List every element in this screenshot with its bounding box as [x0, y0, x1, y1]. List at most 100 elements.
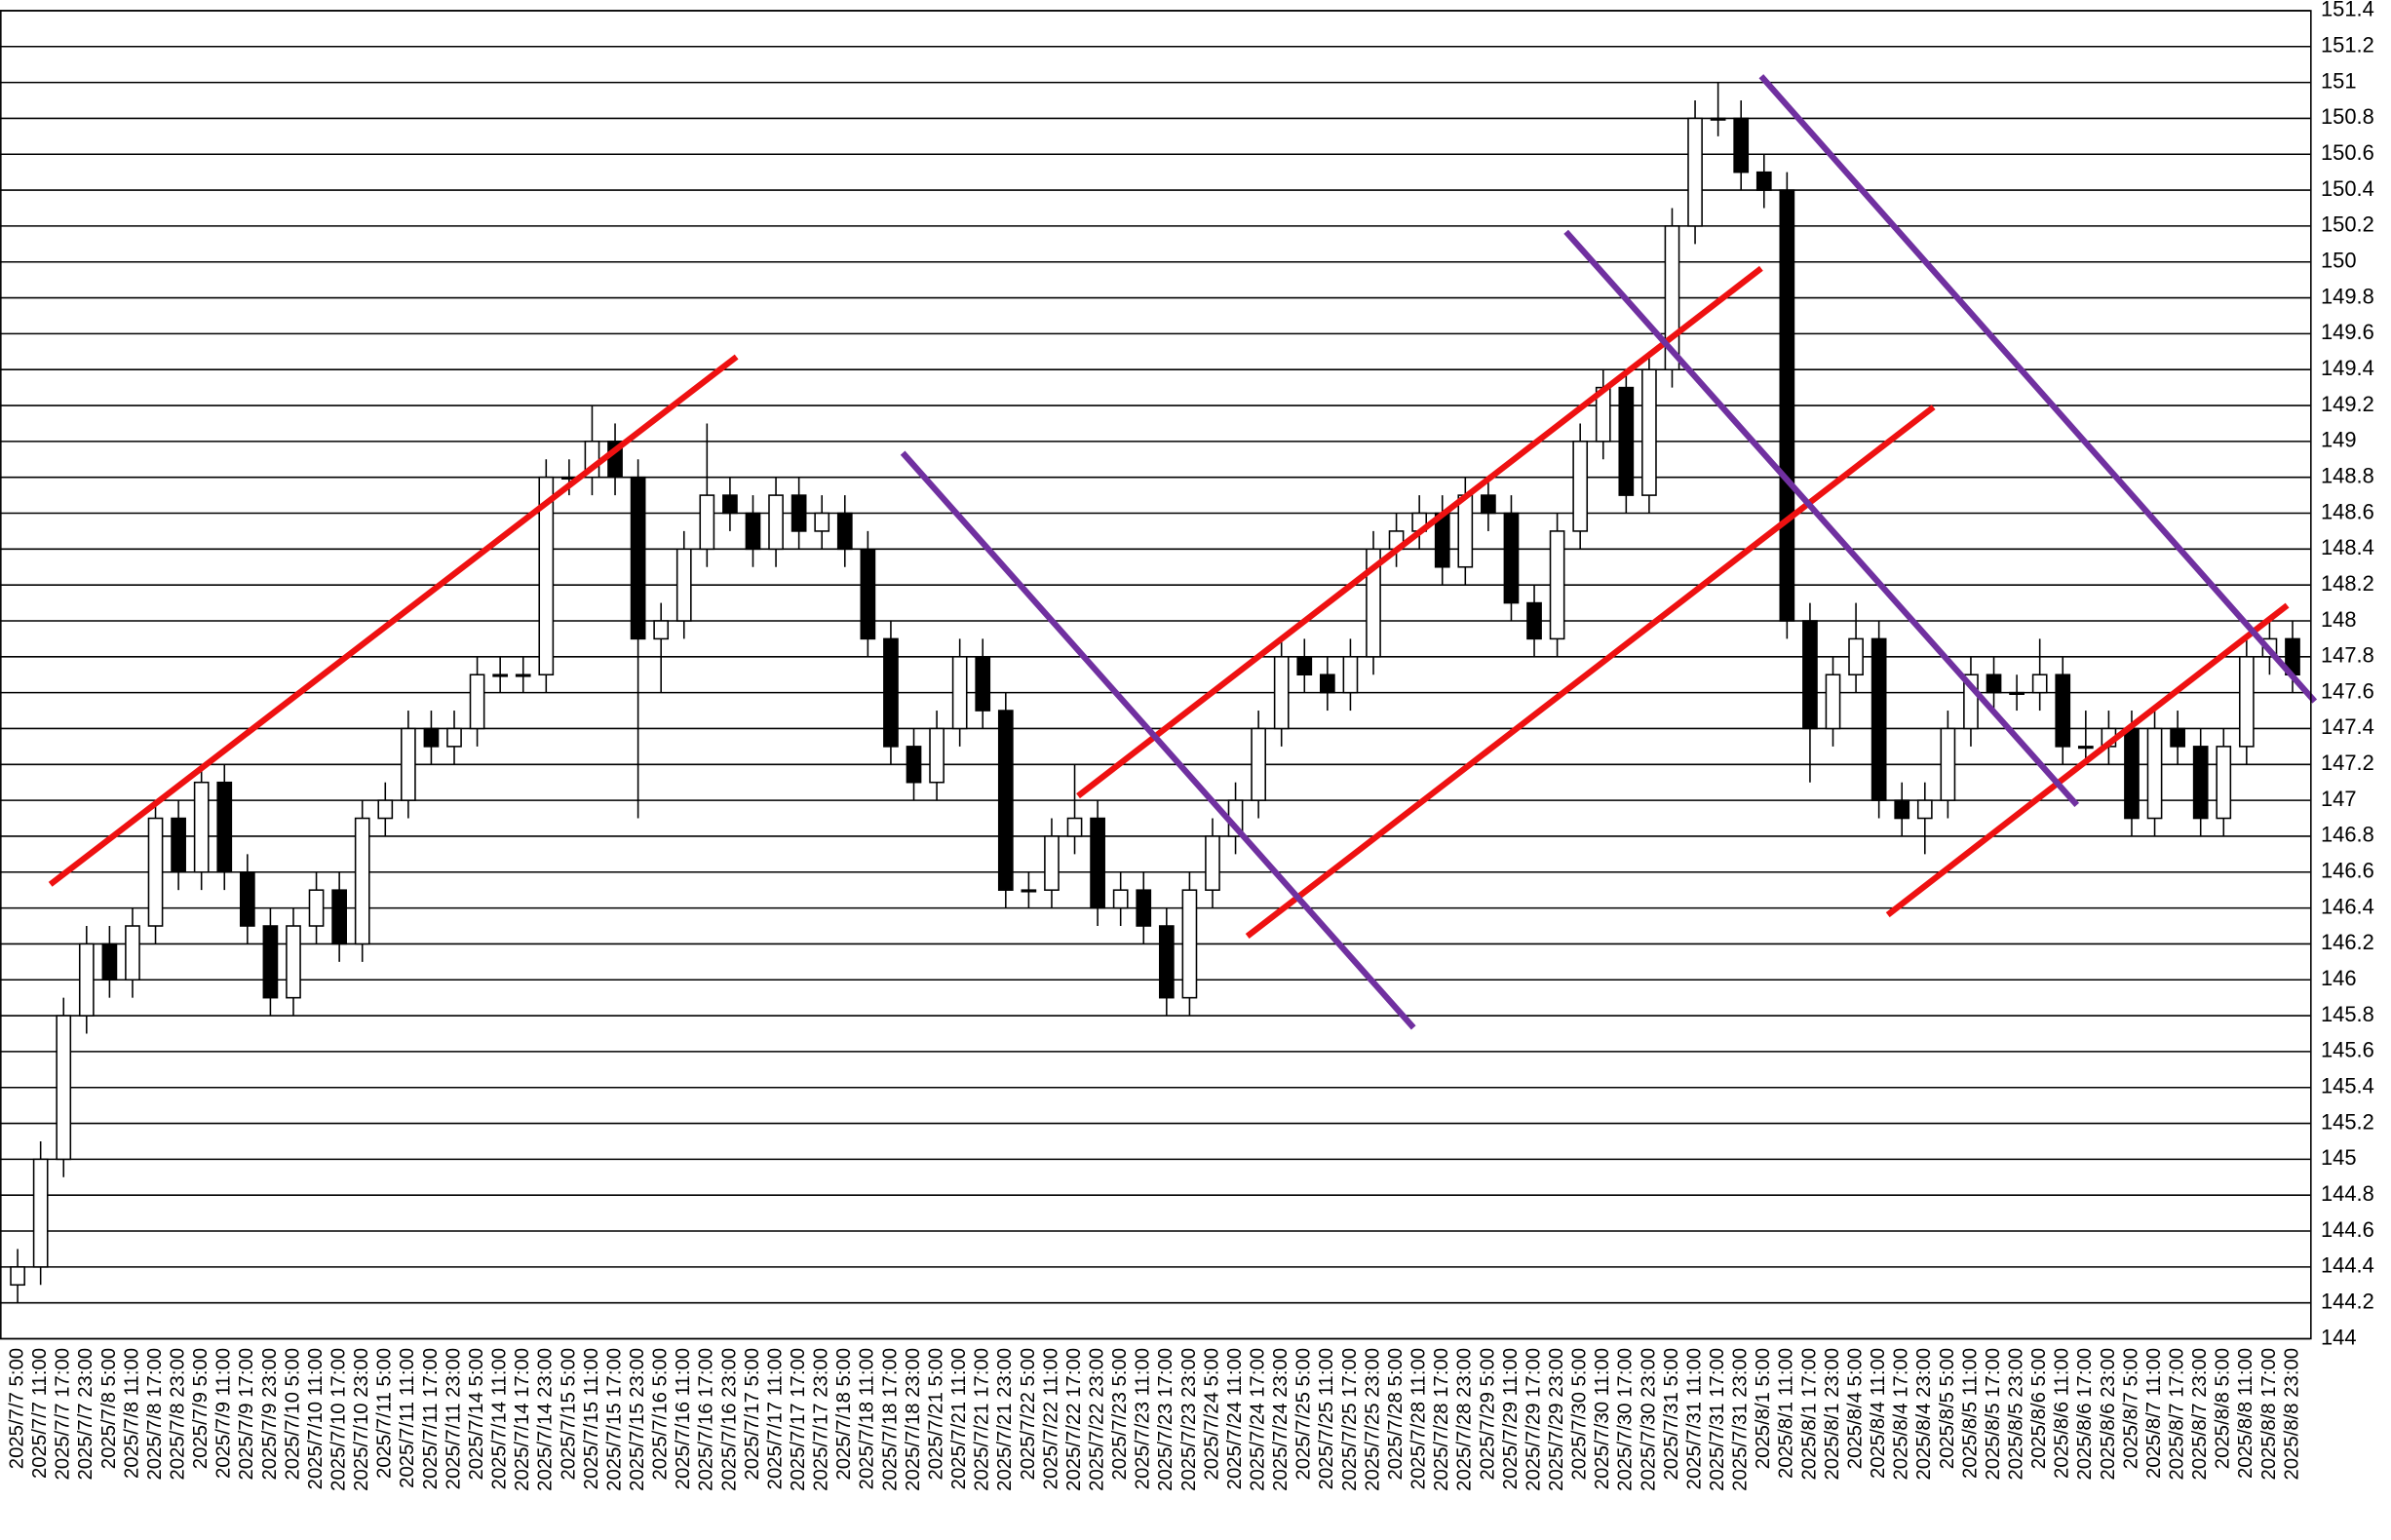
x-tick-label: 2025/8/7 23:00 — [2189, 1348, 2211, 1481]
x-tick-label: 2025/8/8 23:00 — [2281, 1348, 2302, 1481]
x-tick-label: 2025/7/18 5:00 — [833, 1348, 855, 1481]
x-tick-label: 2025/8/6 11:00 — [2052, 1348, 2073, 1479]
candle-body — [1916, 799, 1933, 820]
candle-body — [2077, 746, 2094, 750]
candle-body — [675, 548, 692, 622]
candle-body — [699, 494, 715, 551]
candle-body — [1894, 799, 1910, 820]
y-tick-label: 147.8 — [2321, 643, 2374, 668]
x-tick-label: 2025/7/23 5:00 — [1109, 1348, 1131, 1481]
x-tick-label: 2025/7/30 23:00 — [1638, 1348, 1659, 1491]
y-tick-label: 149.6 — [2321, 320, 2374, 344]
candle-body — [1825, 674, 1841, 730]
y-tick-label: 147.4 — [2321, 714, 2374, 739]
x-tick-label: 2025/7/11 23:00 — [443, 1348, 464, 1489]
x-tick-label: 2025/7/29 11:00 — [1500, 1348, 1522, 1489]
x-tick-label: 2025/7/10 23:00 — [351, 1348, 372, 1491]
x-tick-label: 2025/8/1 17:00 — [1798, 1348, 1820, 1481]
y-tick-label: 150 — [2321, 249, 2357, 273]
x-tick-label: 2025/7/9 23:00 — [259, 1348, 281, 1481]
candles — [10, 82, 2300, 1303]
candle-body — [1481, 494, 1496, 515]
trend-line — [1885, 602, 2290, 918]
y-tick-label: 146.6 — [2321, 859, 2374, 883]
candle-body — [1870, 637, 1887, 801]
y-tick-label: 148.2 — [2321, 571, 2374, 596]
candle-body — [1572, 441, 1589, 532]
x-tick-label: 2025/8/8 17:00 — [2258, 1348, 2280, 1481]
y-tick-label: 146.2 — [2321, 930, 2374, 954]
candle-body — [951, 656, 968, 730]
candle-body — [791, 494, 807, 532]
x-tick-label: 2025/7/10 17:00 — [328, 1348, 350, 1491]
x-tick-label: 2025/7/25 5:00 — [1293, 1348, 1315, 1481]
candle-body — [768, 494, 784, 551]
candle-body — [836, 512, 853, 551]
x-tick-label: 2025/7/21 23:00 — [994, 1348, 1016, 1491]
candle-body — [1273, 656, 1290, 730]
candle-body — [469, 674, 485, 730]
y-tick-label: 151.2 — [2321, 33, 2374, 58]
candle-body — [1986, 674, 2002, 694]
x-tick-label: 2025/8/1 11:00 — [1776, 1348, 1797, 1479]
x-tick-label: 2025/7/25 17:00 — [1339, 1348, 1361, 1491]
trend-line — [900, 450, 1416, 1030]
x-tick-label: 2025/8/1 23:00 — [1822, 1348, 1843, 1481]
x-tick-label: 2025/7/14 5:00 — [466, 1348, 487, 1481]
x-tick-label: 2025/7/8 17:00 — [144, 1348, 166, 1481]
candle-body — [1251, 727, 1266, 801]
trend-line — [1563, 229, 2080, 808]
x-tick-label: 2025/7/16 17:00 — [696, 1348, 717, 1491]
x-tick-label: 2025/7/18 17:00 — [879, 1348, 901, 1491]
candle-body — [1733, 117, 1750, 173]
x-tick-label: 2025/7/15 17:00 — [603, 1348, 625, 1491]
candle-body — [377, 799, 394, 820]
x-tick-label: 2025/7/22 17:00 — [1063, 1348, 1085, 1491]
y-tick-label: 151 — [2321, 68, 2357, 93]
y-tick-label: 146.8 — [2321, 823, 2374, 847]
candle-body — [147, 817, 164, 927]
x-tick-label: 2025/7/22 11:00 — [1040, 1348, 1061, 1489]
y-tick-label: 148.6 — [2321, 499, 2374, 523]
candle-body — [2146, 727, 2163, 820]
plot-border — [0, 10, 2312, 1340]
x-tick-label: 2025/7/14 17:00 — [512, 1348, 533, 1491]
x-tick-label: 2025/7/18 23:00 — [903, 1348, 924, 1491]
x-tick-label: 2025/7/9 11:00 — [213, 1348, 235, 1479]
candle-body — [653, 620, 670, 640]
candle-body — [2055, 674, 2071, 748]
y-tick-label: 144.6 — [2321, 1217, 2374, 1242]
y-tick-label: 150.8 — [2321, 104, 2374, 129]
candle-body — [630, 476, 646, 640]
candle-body — [1755, 171, 1772, 191]
candle-body — [78, 943, 95, 1017]
x-tick-label: 2025/7/14 11:00 — [489, 1348, 511, 1489]
candle-body — [308, 889, 325, 927]
candle-body — [722, 494, 738, 515]
candle-body — [906, 746, 922, 784]
x-tick-label: 2025/7/24 11:00 — [1224, 1348, 1246, 1489]
x-tick-label: 2025/7/28 17:00 — [1431, 1348, 1452, 1491]
candle-body — [10, 1266, 25, 1287]
candle-body — [2009, 691, 2025, 695]
x-tick-label: 2025/7/31 17:00 — [1707, 1348, 1728, 1491]
candle-body — [1641, 368, 1657, 496]
candle-body — [1687, 117, 1703, 227]
candle-body — [193, 781, 210, 873]
candle-body — [446, 727, 462, 748]
x-tick-label: 2025/8/5 5:00 — [1937, 1348, 1958, 1469]
candle-body — [423, 727, 440, 748]
candle-body — [2238, 656, 2255, 748]
y-tick-label: 151.4 — [2321, 0, 2374, 21]
x-tick-label: 2025/7/8 23:00 — [167, 1348, 188, 1481]
y-tick-label: 144.4 — [2321, 1253, 2374, 1278]
candle-body — [125, 925, 140, 982]
x-tick-label: 2025/8/5 17:00 — [1983, 1348, 2004, 1481]
candle-body — [354, 817, 370, 945]
y-tick-label: 144 — [2321, 1325, 2357, 1349]
x-tick-label: 2025/7/29 5:00 — [1477, 1348, 1498, 1481]
candle-body — [56, 1015, 72, 1161]
x-tick-label: 2025/7/24 17:00 — [1248, 1348, 1269, 1491]
x-tick-label: 2025/7/30 11:00 — [1592, 1348, 1613, 1489]
